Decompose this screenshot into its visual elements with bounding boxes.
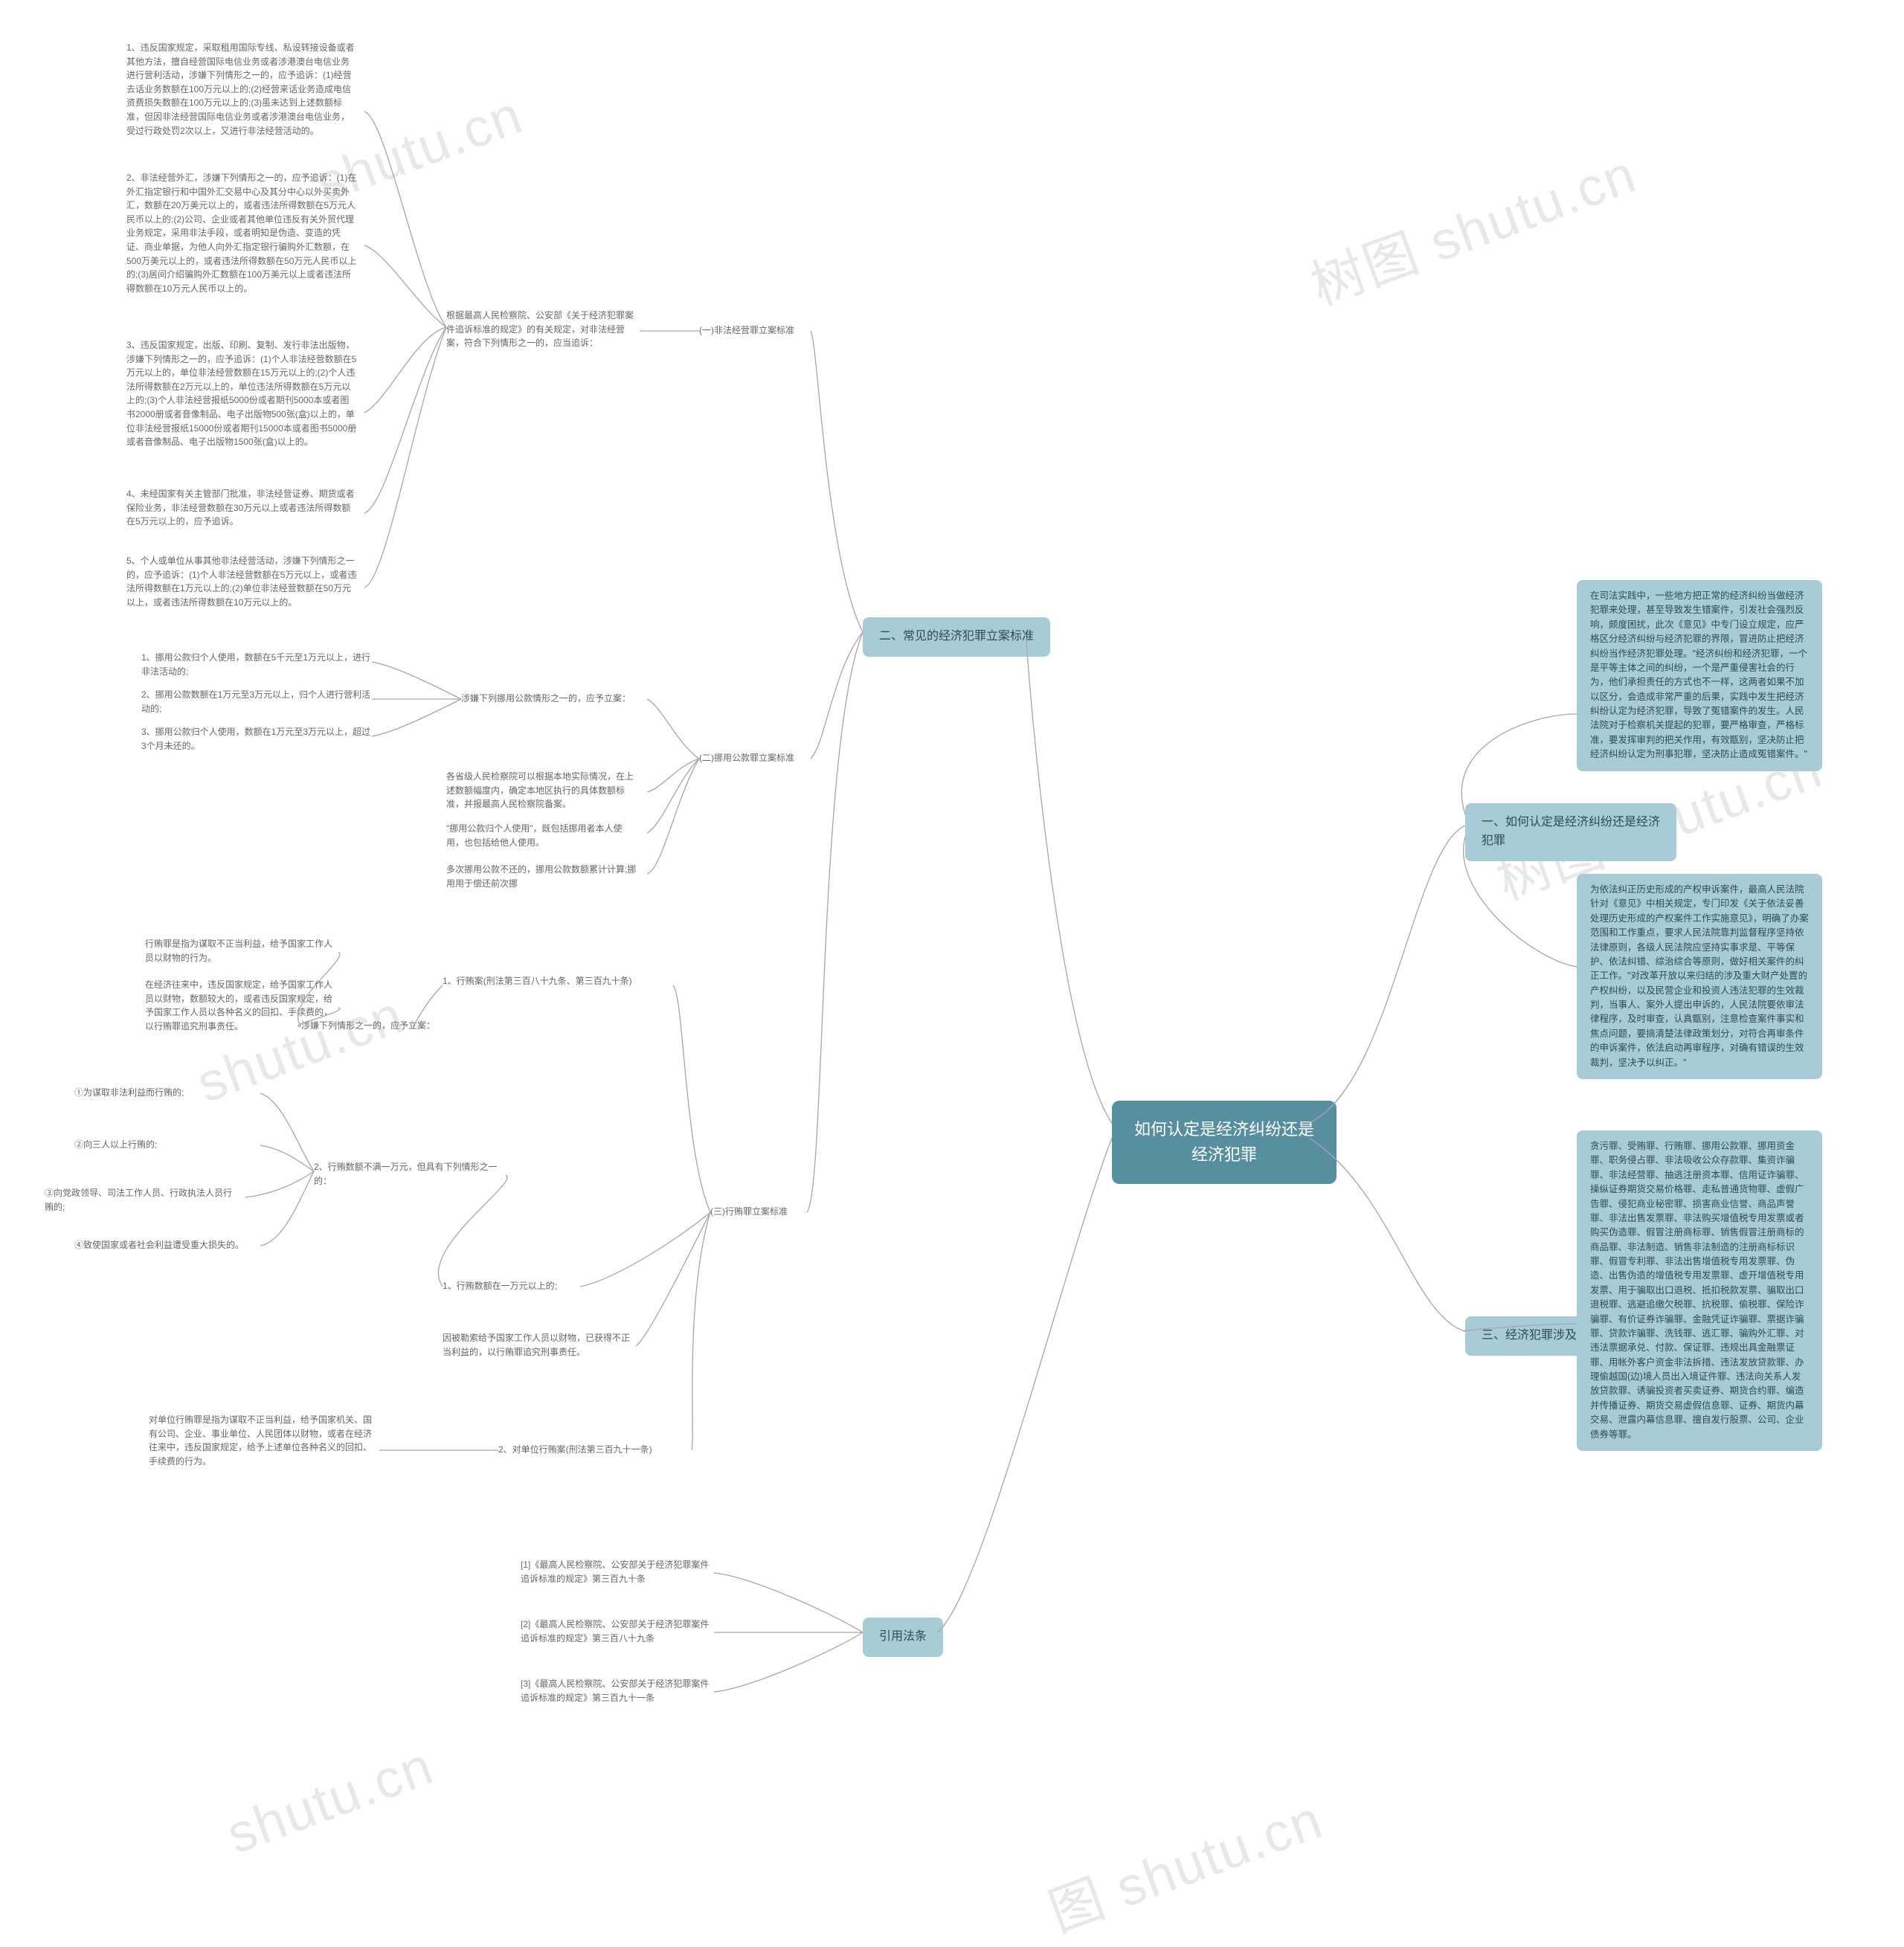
branch-1-title-l1: 一、如何认定是经济纠纷还是经济 bbox=[1482, 816, 1660, 828]
b2-s3-g1-title: 1、行贿案(刑法第三百八十九条、第三百九十条) bbox=[443, 974, 632, 988]
watermark: 树图 shutu.cn bbox=[1299, 130, 1645, 320]
root-node: 如何认定是经济纠纷还是 经济犯罪 bbox=[1112, 1101, 1337, 1184]
b2-s3-g1-note: 因被勒索给予国家工作人员以财物，已获得不正当利益的，以行贿罪追究刑事责任。 bbox=[443, 1331, 636, 1359]
branch-1-title-l2: 犯罪 bbox=[1482, 834, 1505, 847]
b2-s3-g1-c3: ③向党政领导、司法工作人员、行政执法人员行贿的; bbox=[45, 1186, 238, 1214]
b2-s2-i1: 1、挪用公款归个人使用，数额在5千元至1万元以上，进行非法活动的; bbox=[141, 651, 372, 678]
b2-s2-i2: 2、挪用公款数额在1万元至3万元以上，归个人进行营利活动的; bbox=[141, 688, 372, 715]
root-title-line1: 如何认定是经济纠纷还是 bbox=[1134, 1120, 1314, 1139]
root-title-line2: 经济犯罪 bbox=[1191, 1145, 1257, 1164]
branch-1: 一、如何认定是经济纠纷还是经济 犯罪 bbox=[1465, 803, 1676, 861]
b4-i1: [1]《最高人民检察院、公安部关于经济犯罪案件追诉标准的规定》第三百九十条 bbox=[521, 1558, 714, 1586]
b2-s3-g1-def2: 在经济往来中，违反国家规定，给予国家工作人员以财物，数额较大的，或者违反国家规定… bbox=[145, 978, 338, 1033]
branch-2: 二、常见的经济犯罪立案标准 bbox=[863, 617, 1050, 657]
b2-s2-n1: 各省级人民检察院可以根据本地实际情况，在上述数额幅度内，确定本地区执行的具体数额… bbox=[446, 770, 640, 811]
b2-s3-g2-body: 对单位行贿罪是指为谋取不正当利益，给予国家机关、国有公司、企业、事业单位、人民团… bbox=[149, 1413, 379, 1468]
watermark: 图 shutu.cn bbox=[1037, 1775, 1332, 1946]
branch-1-detail-1: 在司法实践中，一些地方把正常的经济纠纷当做经济犯罪来处理，甚至导致发生错案件，引… bbox=[1577, 580, 1822, 771]
b2-s3-g2-title: 2、对单位行贿案(刑法第三百九十一条) bbox=[498, 1443, 652, 1457]
branch-3-body: 贪污罪、受贿罪、行贿罪、挪用公款罪、挪用资金罪、职务侵占罪、非法吸收公众存款罪、… bbox=[1577, 1130, 1822, 1451]
b2-s2-n2: "挪用公款归个人使用"，既包括挪用者本人使用，也包括给他人使用。 bbox=[446, 822, 640, 849]
b2-s3-g1-r2: 2、行贿数额不满一万元，但具有下列情形之一的： bbox=[314, 1160, 507, 1188]
b2-s3-g1-c2: ②向三人以上行贿的; bbox=[74, 1138, 157, 1152]
b2-s1-i1: 1、违反国家规定，采取租用国际专线、私设转接设备或者其他方法，擅自经营国际电信业… bbox=[126, 41, 357, 138]
branch-1-detail-2: 为依法纠正历史形成的产权申诉案件，最高人民法院针对《意见》中相关规定，专门印发《… bbox=[1577, 874, 1822, 1079]
b4-i2: [2]《最高人民检察院、公安部关于经济犯罪案件追诉标准的规定》第三百八十九条 bbox=[521, 1618, 714, 1645]
b2-s3-label: (三)行贿罪立案标准 bbox=[710, 1205, 788, 1219]
b2-s3-g1-r1: 1、行贿数额在一万元以上的; bbox=[443, 1279, 557, 1293]
b2-s2-n3: 多次挪用公款不还的，挪用公款数额累计计算;挪用用于偿还前次挪 bbox=[446, 863, 640, 890]
b2-s2-intro: 涉嫌下列挪用公款情形之一的，应予立案： bbox=[461, 692, 631, 706]
b2-s2-i3: 3、挪用公款归个人使用，数额在1万元至3万元以上，超过3个月未还的。 bbox=[141, 725, 372, 753]
b2-s1-label: (一)非法经营罪立案标准 bbox=[699, 324, 794, 338]
b2-s1-i4: 4、未经国家有关主管部门批准，非法经营证券、期货或者保险业务，非法经营数额在30… bbox=[126, 487, 357, 529]
watermark: shutu.cn bbox=[219, 1735, 442, 1866]
b2-s1-i2: 2、非法经营外汇，涉嫌下列情形之一的，应予追诉：(1)在外汇指定银行和中国外汇交… bbox=[126, 171, 357, 295]
b2-s1-i3: 3、违反国家规定，出版、印刷、复制、发行非法出版物，涉嫌下列情形之一的，应予追诉… bbox=[126, 338, 357, 449]
branch-4: 引用法条 bbox=[863, 1618, 943, 1657]
b2-s2-label: (二)挪用公款罪立案标准 bbox=[699, 751, 794, 765]
b2-s3-g1-c4: ④致使国家或者社会利益遭受重大损失的。 bbox=[74, 1238, 244, 1252]
b2-s1-i5: 5、个人或单位从事其他非法经营活动，涉嫌下列情形之一的，应予追诉：(1)个人非法… bbox=[126, 554, 357, 609]
b2-s3-g1-def1: 行贿罪是指为谋取不正当利益，给予国家工作人员以财物的行为。 bbox=[145, 937, 338, 965]
b2-s3-g1-c1: ①为谋取非法利益而行贿的; bbox=[74, 1086, 184, 1100]
b4-i3: [3]《最高人民检察院、公安部关于经济犯罪案件追诉标准的规定》第三百九十一条 bbox=[521, 1677, 714, 1705]
b2-s1-intro: 根据最高人民检察院、公安部《关于经济犯罪案件追诉标准的规定》的有关规定，对非法经… bbox=[446, 309, 640, 350]
